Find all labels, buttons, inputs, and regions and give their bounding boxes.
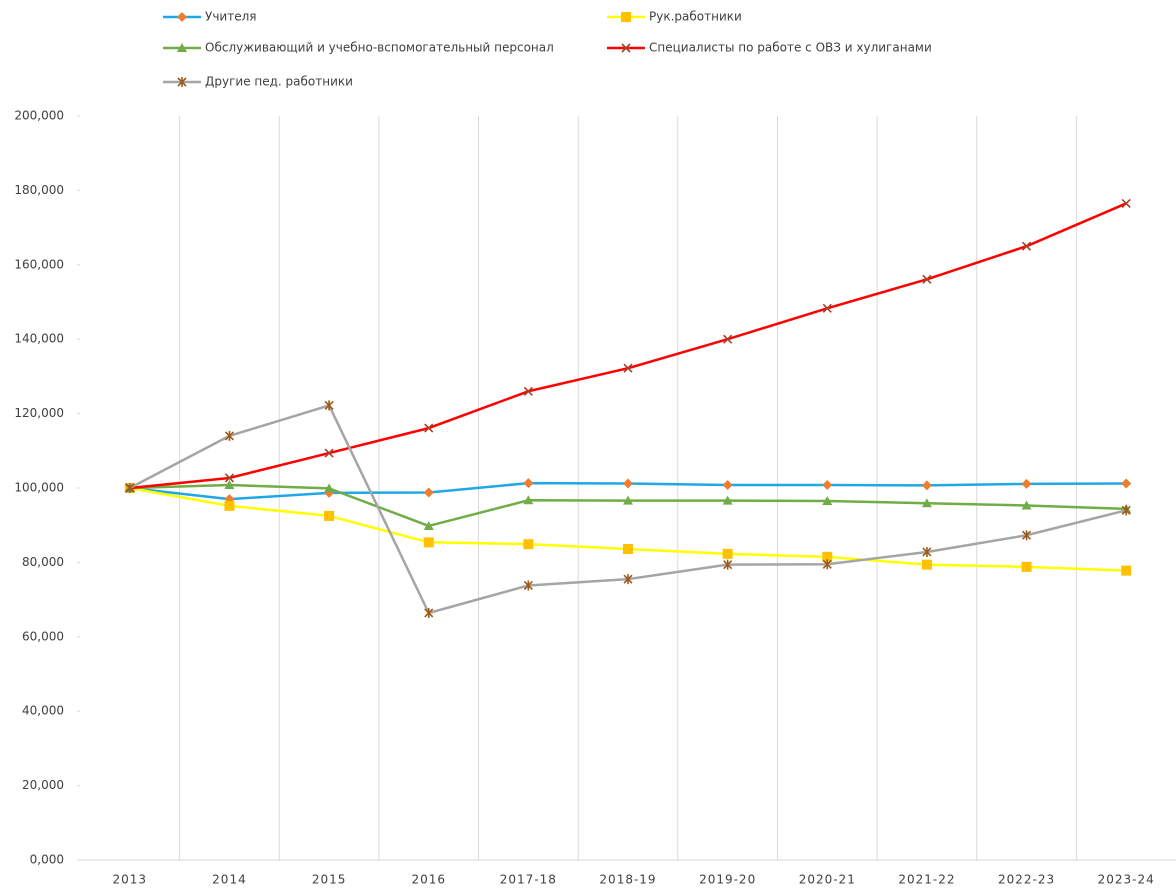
y-tick-label: 60,000 (22, 629, 64, 643)
marker (623, 495, 633, 505)
marker (922, 546, 932, 557)
marker (423, 487, 434, 498)
y-tick-label: 0,000 (30, 853, 64, 867)
marker (224, 430, 235, 441)
legend-marker (177, 12, 187, 22)
marker (423, 537, 434, 548)
marker (722, 548, 733, 559)
x-tick-label: 2014 (212, 873, 247, 887)
marker (623, 544, 633, 555)
marker (723, 334, 733, 344)
marker (1021, 478, 1032, 489)
marker (1021, 241, 1032, 251)
marker (1121, 505, 1131, 516)
marker (424, 423, 434, 433)
marker (523, 478, 534, 489)
y-tick-label: 20,000 (22, 778, 64, 792)
marker (921, 498, 932, 508)
legend-marker (621, 43, 631, 53)
marker (324, 510, 335, 521)
marker (224, 473, 235, 483)
marker (423, 520, 434, 530)
x-tick-label: 2013 (113, 873, 148, 887)
y-tick-label: 120,000 (14, 406, 64, 420)
marker (822, 551, 833, 562)
marker (424, 607, 434, 618)
marker (523, 495, 534, 505)
legend-item: Другие пед. работники (163, 75, 353, 89)
series (124, 483, 1132, 576)
marker (822, 559, 832, 570)
legend-item: Рук.работники (607, 10, 742, 24)
legend-label: Обслуживающий и учебно-вспомогательный п… (205, 41, 554, 55)
legend-marker (621, 12, 631, 22)
series (125, 198, 1131, 493)
y-tick-label: 40,000 (22, 704, 64, 718)
marker (324, 483, 335, 493)
x-tick-label: 2021-22 (898, 873, 955, 887)
marker (623, 478, 633, 489)
marker (623, 363, 633, 373)
marker (623, 574, 633, 585)
x-tick-label: 2020-21 (799, 873, 856, 887)
marker (1121, 565, 1132, 576)
y-tick-label: 180,000 (14, 183, 64, 197)
marker (921, 480, 932, 491)
marker (324, 448, 334, 458)
marker (1021, 500, 1032, 510)
series (125, 400, 1131, 618)
legend-label: Специалисты по работе с ОВЗ и хулиганами (649, 41, 932, 55)
marker (1121, 478, 1132, 489)
marker (324, 400, 334, 411)
marker (822, 303, 832, 313)
legend-item: Специалисты по работе с ОВЗ и хулиганами (607, 41, 932, 55)
legend-label: Другие пед. работники (205, 75, 353, 89)
marker (523, 580, 533, 591)
marker (822, 480, 833, 491)
marker (722, 480, 733, 491)
marker (224, 480, 235, 490)
legend-marker (177, 77, 187, 87)
y-tick-label: 160,000 (14, 257, 64, 271)
x-tick-label: 2015 (312, 873, 347, 887)
x-tick-label: 2019-20 (699, 873, 756, 887)
marker (1121, 198, 1131, 208)
marker (922, 274, 932, 284)
marker (1021, 530, 1032, 541)
marker (723, 559, 733, 570)
marker (523, 539, 534, 550)
x-tick-label: 2017-18 (500, 873, 557, 887)
legend-marker (177, 43, 187, 52)
y-tick-label: 80,000 (22, 555, 64, 569)
marker (921, 559, 932, 570)
legend-item: Учителя (163, 10, 256, 24)
marker (523, 386, 533, 396)
marker (1021, 561, 1032, 572)
x-tick-label: 2018-19 (599, 873, 656, 887)
legend-label: Рук.работники (649, 10, 742, 24)
y-tick-label: 200,000 (14, 109, 64, 123)
y-tick-label: 140,000 (14, 332, 64, 346)
marker (224, 500, 235, 511)
x-tick-label: 2022-23 (998, 873, 1055, 887)
x-tick-label: 2016 (411, 873, 446, 887)
y-tick-label: 100,000 (14, 481, 64, 495)
legend-item: Обслуживающий и учебно-вспомогательный п… (163, 41, 554, 55)
marker (125, 483, 135, 493)
x-tick-label: 2023-24 (1098, 873, 1155, 887)
marker (822, 496, 833, 506)
legend-label: Учителя (205, 10, 256, 24)
marker (722, 495, 733, 505)
